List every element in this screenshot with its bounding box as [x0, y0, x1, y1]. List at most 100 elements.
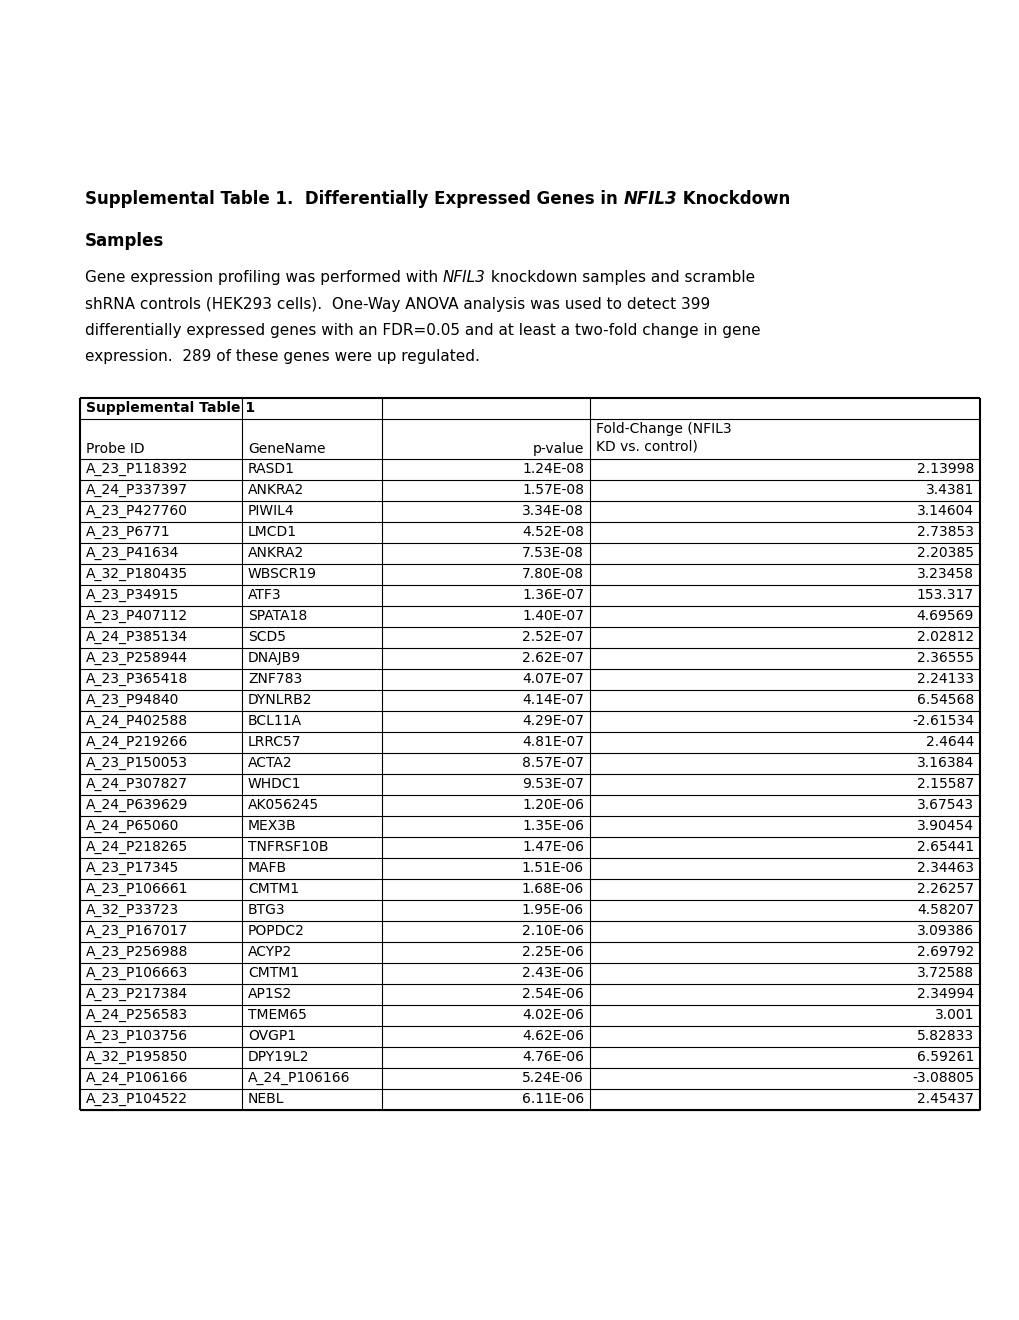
Text: NEBL: NEBL — [248, 1092, 284, 1106]
Text: 1.51E-06: 1.51E-06 — [522, 861, 584, 875]
Text: 3.16384: 3.16384 — [916, 755, 973, 770]
Text: 3.34E-08: 3.34E-08 — [522, 503, 584, 517]
Text: A_23_P103756: A_23_P103756 — [86, 1028, 187, 1043]
Text: 3.23458: 3.23458 — [916, 566, 973, 581]
Text: ACTA2: ACTA2 — [248, 755, 292, 770]
Text: OVGP1: OVGP1 — [248, 1028, 296, 1043]
Text: Knockdown: Knockdown — [677, 190, 790, 209]
Text: 4.14E-07: 4.14E-07 — [522, 693, 584, 706]
Text: A_23_P34915: A_23_P34915 — [86, 587, 179, 602]
Text: 4.52E-08: 4.52E-08 — [522, 524, 584, 539]
Text: 2.25E-06: 2.25E-06 — [522, 945, 584, 958]
Text: 2.65441: 2.65441 — [916, 840, 973, 854]
Text: ANKRA2: ANKRA2 — [248, 545, 304, 560]
Text: 1.68E-06: 1.68E-06 — [522, 882, 584, 895]
Text: GeneName: GeneName — [248, 441, 325, 455]
Text: 2.02812: 2.02812 — [916, 630, 973, 644]
Text: A_24_P639629: A_24_P639629 — [86, 797, 189, 812]
Text: knockdown samples and scramble: knockdown samples and scramble — [485, 271, 754, 285]
Text: A_23_P6771: A_23_P6771 — [86, 524, 170, 539]
Text: CMTM1: CMTM1 — [248, 965, 299, 979]
Text: A_32_P195850: A_32_P195850 — [86, 1049, 189, 1064]
Text: 2.10E-06: 2.10E-06 — [522, 924, 584, 937]
Text: A_24_P219266: A_24_P219266 — [86, 734, 189, 748]
Text: 2.52E-07: 2.52E-07 — [522, 630, 584, 644]
Text: WBSCR19: WBSCR19 — [248, 566, 317, 581]
Text: A_24_P256583: A_24_P256583 — [86, 1007, 187, 1022]
Text: A_24_P307827: A_24_P307827 — [86, 776, 187, 791]
Text: 8.57E-07: 8.57E-07 — [522, 755, 584, 770]
Text: 3.4381: 3.4381 — [924, 483, 973, 496]
Text: -2.61534: -2.61534 — [911, 714, 973, 727]
Text: AP1S2: AP1S2 — [248, 986, 292, 1001]
Text: differentially expressed genes with an FDR=0.05 and at least a two-fold change i: differentially expressed genes with an F… — [85, 323, 760, 338]
Text: WHDC1: WHDC1 — [248, 776, 302, 791]
Text: 2.73853: 2.73853 — [916, 524, 973, 539]
Text: 3.90454: 3.90454 — [916, 818, 973, 833]
Text: 1.35E-06: 1.35E-06 — [522, 818, 584, 833]
Text: A_23_P258944: A_23_P258944 — [86, 651, 187, 664]
Text: 2.62E-07: 2.62E-07 — [522, 651, 584, 664]
Text: Supplemental Table 1.  Differentially Expressed Genes in: Supplemental Table 1. Differentially Exp… — [85, 190, 623, 209]
Text: A_23_P94840: A_23_P94840 — [86, 693, 179, 706]
Text: 1.20E-06: 1.20E-06 — [522, 797, 584, 812]
Text: 5.24E-06: 5.24E-06 — [522, 1071, 584, 1085]
Text: 3.001: 3.001 — [933, 1007, 973, 1022]
Text: Fold-Change (NFIL3
KD vs. control): Fold-Change (NFIL3 KD vs. control) — [595, 422, 731, 453]
Text: A_24_P106166: A_24_P106166 — [248, 1071, 351, 1085]
Text: A_24_P106166: A_24_P106166 — [86, 1071, 189, 1085]
Text: CMTM1: CMTM1 — [248, 882, 299, 895]
Text: 7.80E-08: 7.80E-08 — [522, 566, 584, 581]
Text: NFIL3: NFIL3 — [442, 271, 485, 285]
Text: DPY19L2: DPY19L2 — [248, 1049, 309, 1064]
Text: ZNF783: ZNF783 — [248, 672, 302, 685]
Text: Samples: Samples — [85, 232, 164, 249]
Text: 4.62E-06: 4.62E-06 — [522, 1028, 584, 1043]
Text: 153.317: 153.317 — [916, 587, 973, 602]
Text: A_24_P65060: A_24_P65060 — [86, 818, 179, 833]
Text: A_23_P217384: A_23_P217384 — [86, 986, 187, 1001]
Text: 6.11E-06: 6.11E-06 — [522, 1092, 584, 1106]
Text: 2.69792: 2.69792 — [916, 945, 973, 958]
Text: AK056245: AK056245 — [248, 797, 319, 812]
Text: 1.95E-06: 1.95E-06 — [522, 903, 584, 916]
Text: A_32_P180435: A_32_P180435 — [86, 566, 187, 581]
Text: -3.08805: -3.08805 — [911, 1071, 973, 1085]
Text: Supplemental Table 1: Supplemental Table 1 — [86, 401, 255, 414]
Text: A_23_P407112: A_23_P407112 — [86, 609, 187, 623]
Text: 4.02E-06: 4.02E-06 — [522, 1007, 584, 1022]
Text: MEX3B: MEX3B — [248, 818, 297, 833]
Text: 2.4644: 2.4644 — [925, 734, 973, 748]
Text: PIWIL4: PIWIL4 — [248, 503, 294, 517]
Text: 4.69569: 4.69569 — [916, 609, 973, 623]
Text: LMCD1: LMCD1 — [248, 524, 297, 539]
Text: 2.36555: 2.36555 — [916, 651, 973, 664]
Text: 3.14604: 3.14604 — [916, 503, 973, 517]
Text: 6.54568: 6.54568 — [916, 693, 973, 706]
Text: 2.13998: 2.13998 — [916, 462, 973, 475]
Text: POPDC2: POPDC2 — [248, 924, 305, 937]
Text: A_23_P150053: A_23_P150053 — [86, 755, 187, 770]
Text: expression.  289 of these genes were up regulated.: expression. 289 of these genes were up r… — [85, 350, 479, 364]
Text: p-value: p-value — [532, 441, 584, 455]
Text: 2.45437: 2.45437 — [916, 1092, 973, 1106]
Text: A_23_P17345: A_23_P17345 — [86, 861, 179, 875]
Text: A_24_P385134: A_24_P385134 — [86, 630, 187, 644]
Text: A_23_P41634: A_23_P41634 — [86, 545, 179, 560]
Text: TNFRSF10B: TNFRSF10B — [248, 840, 328, 854]
Text: A_24_P218265: A_24_P218265 — [86, 840, 189, 854]
Text: 1.47E-06: 1.47E-06 — [522, 840, 584, 854]
Text: ANKRA2: ANKRA2 — [248, 483, 304, 496]
Text: 2.43E-06: 2.43E-06 — [522, 965, 584, 979]
Text: 2.26257: 2.26257 — [916, 882, 973, 895]
Text: 2.54E-06: 2.54E-06 — [522, 986, 584, 1001]
Text: ATF3: ATF3 — [248, 587, 281, 602]
Text: SCD5: SCD5 — [248, 630, 285, 644]
Text: 2.34994: 2.34994 — [916, 986, 973, 1001]
Text: Gene expression profiling was performed with: Gene expression profiling was performed … — [85, 271, 442, 285]
Text: A_23_P106661: A_23_P106661 — [86, 882, 189, 895]
Text: 4.76E-06: 4.76E-06 — [522, 1049, 584, 1064]
Text: 1.57E-08: 1.57E-08 — [522, 483, 584, 496]
Text: SPATA18: SPATA18 — [248, 609, 307, 623]
Text: 3.67543: 3.67543 — [916, 797, 973, 812]
